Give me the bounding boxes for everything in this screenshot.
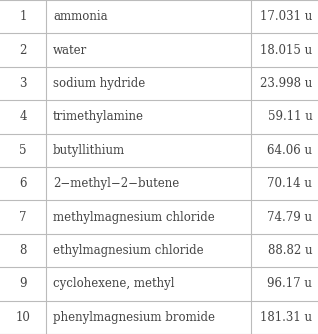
Text: ammonia: ammonia xyxy=(53,10,108,23)
Text: 7: 7 xyxy=(19,211,27,223)
Text: butyllithium: butyllithium xyxy=(53,144,125,157)
Text: 96.17 u: 96.17 u xyxy=(267,278,312,290)
Text: 23.998 u: 23.998 u xyxy=(260,77,312,90)
Text: 10: 10 xyxy=(16,311,31,324)
Text: 2−methyl−2−butene: 2−methyl−2−butene xyxy=(53,177,179,190)
Text: 8: 8 xyxy=(19,244,27,257)
Text: 17.031 u: 17.031 u xyxy=(260,10,312,23)
Text: 5: 5 xyxy=(19,144,27,157)
Text: 59.11 u: 59.11 u xyxy=(267,111,312,123)
Text: 88.82 u: 88.82 u xyxy=(268,244,312,257)
Text: 6: 6 xyxy=(19,177,27,190)
Text: phenylmagnesium bromide: phenylmagnesium bromide xyxy=(53,311,215,324)
Text: 4: 4 xyxy=(19,111,27,123)
Text: 70.14 u: 70.14 u xyxy=(267,177,312,190)
Text: sodium hydride: sodium hydride xyxy=(53,77,145,90)
Text: water: water xyxy=(53,44,87,56)
Text: ethylmagnesium chloride: ethylmagnesium chloride xyxy=(53,244,204,257)
Text: 64.06 u: 64.06 u xyxy=(267,144,312,157)
Text: 2: 2 xyxy=(19,44,27,56)
Text: 74.79 u: 74.79 u xyxy=(267,211,312,223)
Text: methylmagnesium chloride: methylmagnesium chloride xyxy=(53,211,215,223)
Text: 181.31 u: 181.31 u xyxy=(260,311,312,324)
Text: trimethylamine: trimethylamine xyxy=(53,111,144,123)
Text: 18.015 u: 18.015 u xyxy=(260,44,312,56)
Text: cyclohexene, methyl: cyclohexene, methyl xyxy=(53,278,175,290)
Text: 3: 3 xyxy=(19,77,27,90)
Text: 9: 9 xyxy=(19,278,27,290)
Text: 1: 1 xyxy=(19,10,27,23)
